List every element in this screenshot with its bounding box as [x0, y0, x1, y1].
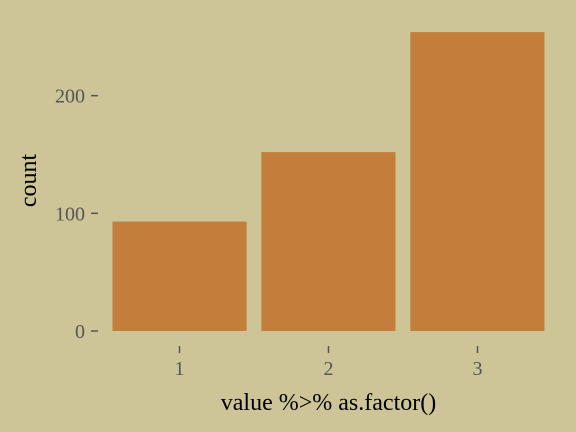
bar-2: [261, 152, 396, 331]
x-tick-label-2: 2: [324, 358, 334, 380]
x-tick-label-3: 3: [473, 358, 483, 380]
x-axis: 1 2 3: [175, 346, 483, 380]
y-axis: 0 100 200: [55, 86, 98, 343]
y-tick-label-0: 0: [75, 321, 85, 343]
y-axis-title: count: [16, 154, 42, 208]
bars-group: [112, 32, 545, 331]
bar-3: [410, 32, 545, 331]
y-tick-label-200: 200: [55, 86, 85, 108]
bar-1: [112, 221, 247, 331]
x-tick-label-1: 1: [175, 358, 185, 380]
x-axis-title: value %>% as.factor(): [221, 390, 436, 416]
y-tick-label-100: 100: [55, 203, 85, 225]
